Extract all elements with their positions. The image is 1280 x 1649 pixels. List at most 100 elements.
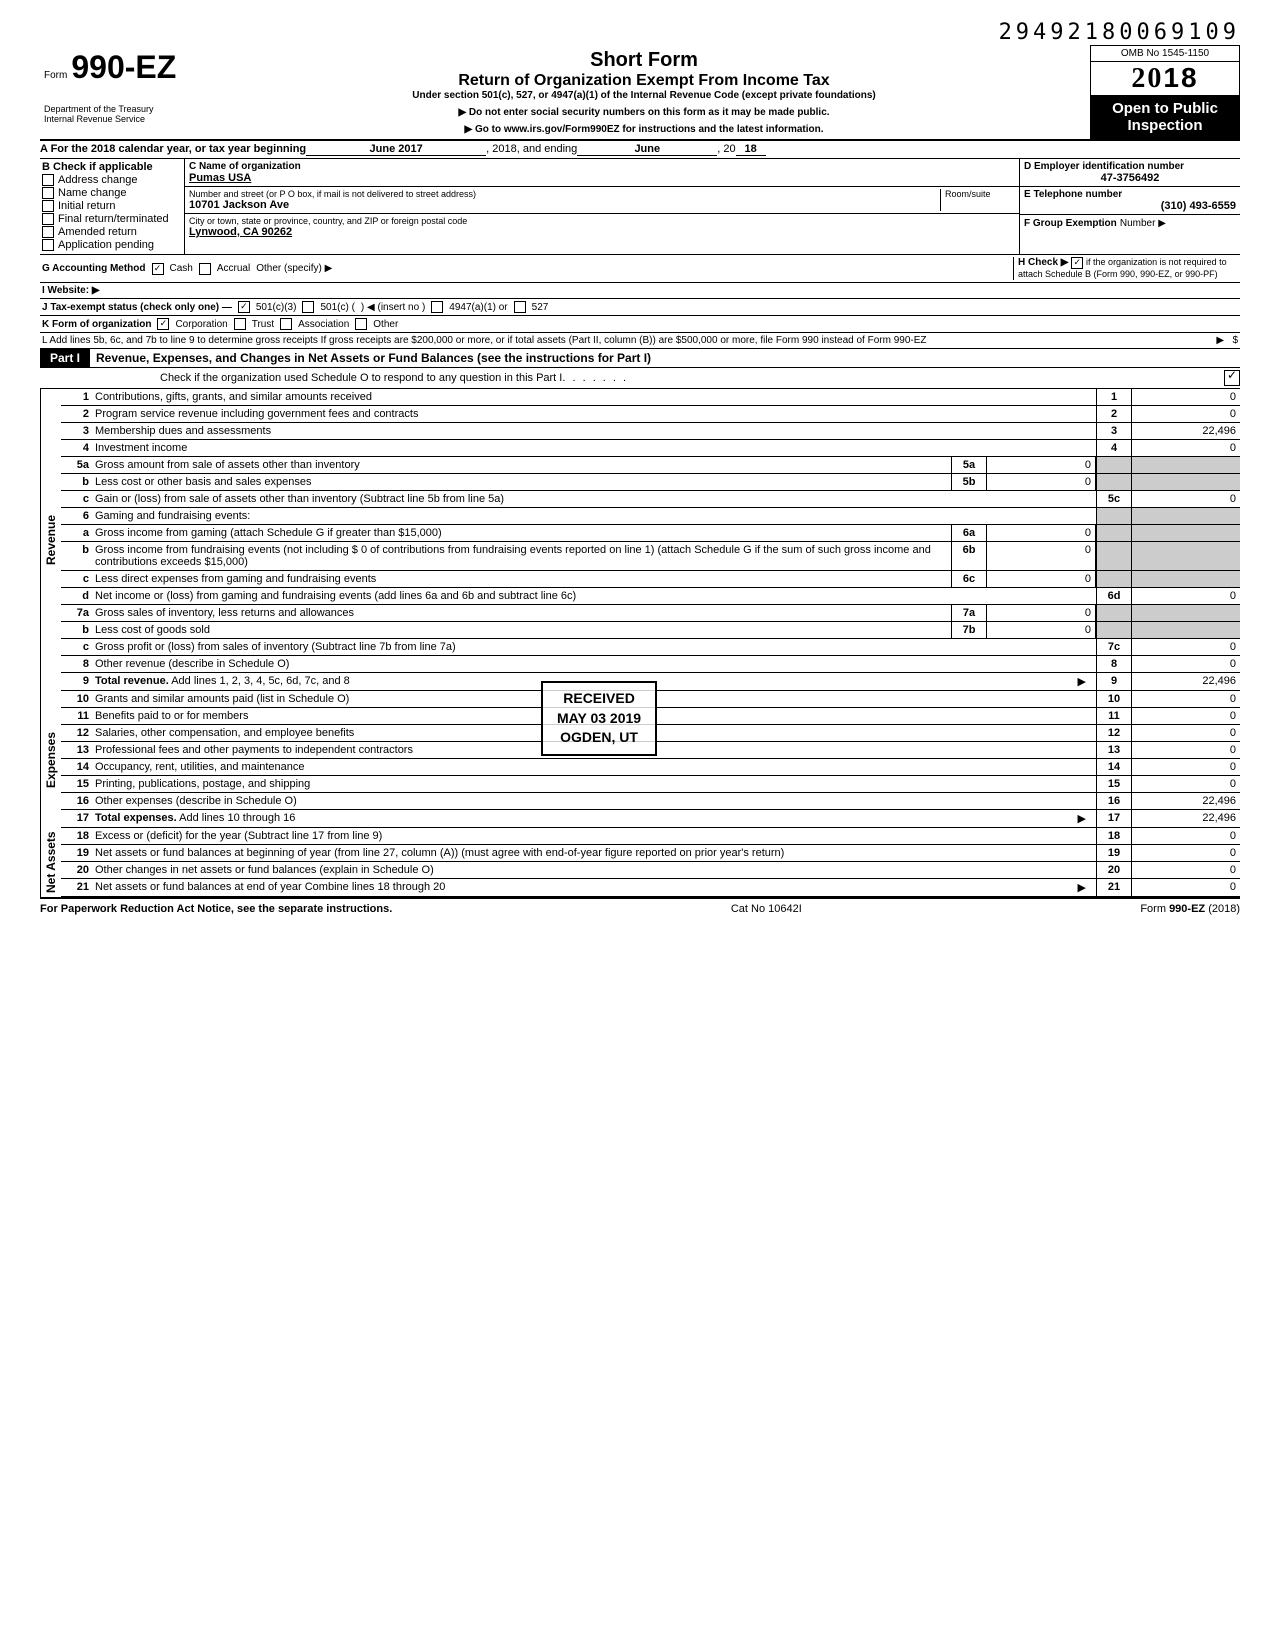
inner-box-value: 0: [987, 457, 1096, 473]
line-number: 13: [61, 742, 95, 758]
line-row: 18Excess or (deficit) for the year (Subt…: [61, 828, 1240, 845]
checkbox-cash[interactable]: ✓: [152, 263, 164, 275]
line-row: 5aGross amount from sale of assets other…: [61, 457, 1240, 474]
box-value: 22,496: [1132, 423, 1240, 439]
checkbox-association[interactable]: [280, 318, 292, 330]
box-number: 14: [1096, 759, 1132, 775]
box-number: 6d: [1096, 588, 1132, 604]
shaded-value: [1132, 474, 1240, 490]
omb-number: OMB No 1545-1150: [1090, 45, 1240, 61]
checkbox-corporation[interactable]: ✓: [157, 318, 169, 330]
label-tax-exempt: J Tax-exempt status (check only one) —: [42, 302, 232, 313]
line-row: 19Net assets or fund balances at beginni…: [61, 845, 1240, 862]
line-number: b: [61, 622, 95, 638]
line-number: 14: [61, 759, 95, 775]
checkbox-amended[interactable]: [42, 226, 54, 238]
checkbox-501c3[interactable]: ✓: [238, 301, 250, 313]
label-h-check: H Check ▶: [1018, 257, 1068, 268]
label-501c: 501(c) (: [320, 302, 354, 313]
line-row: cGross profit or (loss) from sales of in…: [61, 639, 1240, 656]
shaded-value: [1132, 622, 1240, 638]
line-text: Membership dues and assessments: [95, 423, 1096, 439]
checkbox-4947[interactable]: [431, 301, 443, 313]
label-initial-return: Initial return: [58, 200, 115, 212]
box-number: 7c: [1096, 639, 1132, 655]
label-line-l: L Add lines 5b, 6c, and 7b to line 9 to …: [42, 335, 927, 346]
line-number: 7a: [61, 605, 95, 621]
inner-box-value: 0: [987, 525, 1096, 541]
schedule-o-text: Check if the organization used Schedule …: [160, 372, 562, 384]
checkbox-schedule-o[interactable]: ✓: [1224, 370, 1240, 386]
checkbox-accrual[interactable]: [199, 263, 211, 275]
inner-box-number: 7a: [951, 605, 987, 621]
line-number: 4: [61, 440, 95, 456]
line-text: Net assets or fund balances at beginning…: [95, 845, 1096, 861]
box-number: 18: [1096, 828, 1132, 844]
checkbox-initial-return[interactable]: [42, 200, 54, 212]
label-final-return: Final return/terminated: [58, 213, 169, 225]
checkbox-other-org[interactable]: [355, 318, 367, 330]
shaded-value: [1132, 525, 1240, 541]
box-value: 0: [1132, 862, 1240, 878]
checkbox-application-pending[interactable]: [42, 239, 54, 251]
shaded-value: [1132, 605, 1240, 621]
line-text: Total expenses. Add lines 10 through 16▶: [95, 810, 1096, 827]
line-text: Less direct expenses from gaming and fun…: [95, 571, 951, 587]
box-number: 13: [1096, 742, 1132, 758]
box-number: 17: [1096, 810, 1132, 827]
line-text: Program service revenue including govern…: [95, 406, 1096, 422]
line-number: c: [61, 491, 95, 507]
line-number: 20: [61, 862, 95, 878]
value-street: 10701 Jackson Ave: [189, 199, 940, 211]
label-room-suite: Room/suite: [940, 189, 1015, 211]
inner-box-number: 6a: [951, 525, 987, 541]
checkbox-name-change[interactable]: [42, 187, 54, 199]
checkbox-trust[interactable]: [234, 318, 246, 330]
line-number: a: [61, 525, 95, 541]
line-text: Gross income from fundraising events (no…: [95, 542, 951, 570]
checkbox-h[interactable]: ✓: [1071, 257, 1083, 269]
shaded-box: [1096, 571, 1132, 587]
line-text: Less cost or other basis and sales expen…: [95, 474, 951, 490]
line-number: 19: [61, 845, 95, 861]
box-value: 0: [1132, 491, 1240, 507]
checkbox-final-return[interactable]: [42, 213, 54, 225]
checkbox-address-change[interactable]: [42, 174, 54, 186]
box-value: 0: [1132, 691, 1240, 707]
line-number: d: [61, 588, 95, 604]
line-row: 1Contributions, gifts, grants, and simil…: [61, 389, 1240, 406]
line-text: Gaming and fundraising events:: [95, 508, 1096, 524]
inner-box-number: 5a: [951, 457, 987, 473]
line-number: 11: [61, 708, 95, 724]
footer-paperwork: For Paperwork Reduction Act Notice, see …: [40, 903, 392, 915]
label-527: 527: [532, 302, 549, 313]
box-value: 22,496: [1132, 793, 1240, 809]
shaded-value: [1132, 571, 1240, 587]
shaded-value: [1132, 457, 1240, 473]
title-main: Return of Organization Exempt From Incom…: [206, 72, 1082, 90]
title-section: Under section 501(c), 527, or 4947(a)(1)…: [206, 90, 1082, 101]
box-number: 16: [1096, 793, 1132, 809]
label-application-pending: Application pending: [58, 239, 154, 251]
box-number: 1: [1096, 389, 1132, 405]
line-number: 10: [61, 691, 95, 707]
tax-year: 2018: [1090, 61, 1240, 95]
inner-box-value: 0: [987, 474, 1096, 490]
shaded-box: [1096, 605, 1132, 621]
label-amended: Amended return: [58, 226, 137, 238]
label-website: I Website: ▶: [42, 285, 100, 296]
box-number: 11: [1096, 708, 1132, 724]
line-text: Gross amount from sale of assets other t…: [95, 457, 951, 473]
line-row: bGross income from fundraising events (n…: [61, 542, 1240, 571]
line-text: Gross sales of inventory, less returns a…: [95, 605, 951, 621]
line-row: bLess cost of goods sold7b0: [61, 622, 1240, 639]
checkbox-527[interactable]: [514, 301, 526, 313]
line-number: c: [61, 571, 95, 587]
inner-box-value: 0: [987, 622, 1096, 638]
inner-box-value: 0: [987, 605, 1096, 621]
line-number: 17: [61, 810, 95, 827]
line-number: b: [61, 474, 95, 490]
box-value: 0: [1132, 845, 1240, 861]
open-to-public: Open to PublicInspection: [1090, 95, 1240, 139]
checkbox-501c[interactable]: [302, 301, 314, 313]
